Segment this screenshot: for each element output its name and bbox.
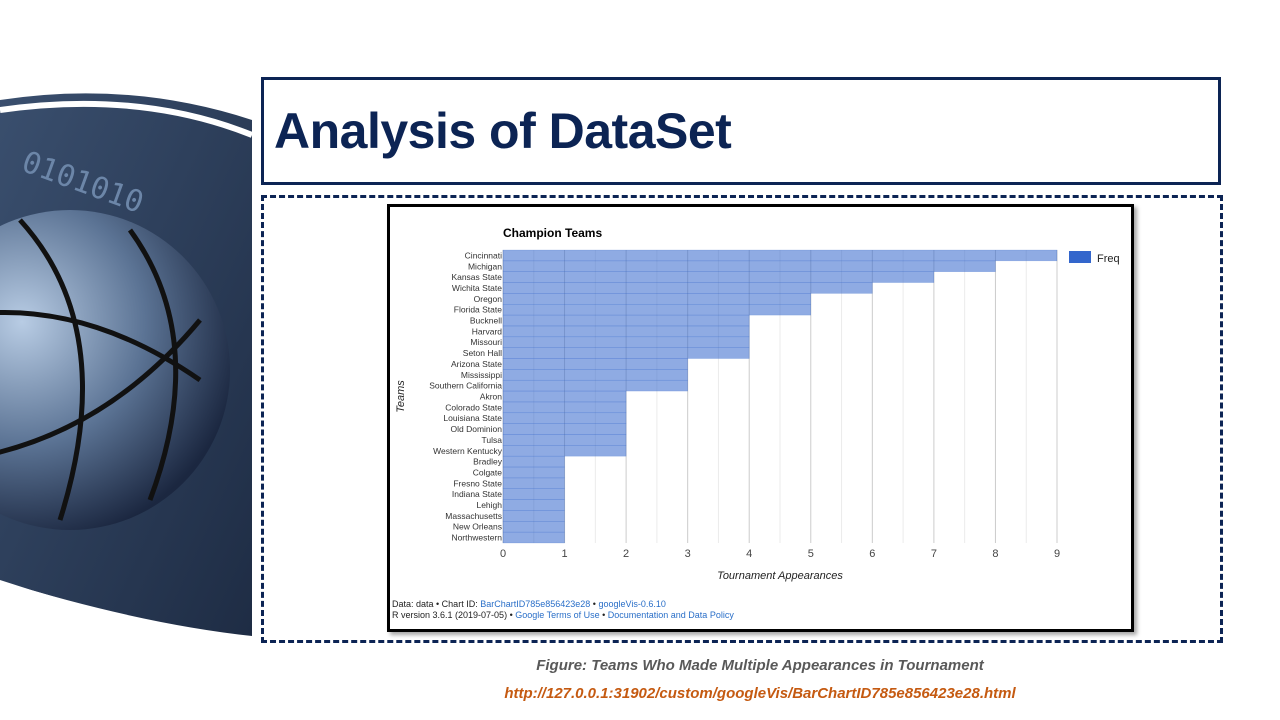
bar (502, 358, 688, 370)
footer-sep: • (590, 599, 599, 609)
y-tick-label: Colgate (473, 467, 503, 477)
bar (502, 488, 565, 500)
x-tick-label: 1 (561, 548, 567, 560)
terms-link[interactable]: Google Terms of Use (515, 610, 600, 620)
bar (502, 423, 627, 435)
googlevis-link[interactable]: googleVis-0.6.10 (598, 599, 666, 609)
y-tick-label: Arizona State (451, 359, 502, 369)
y-tick-label: Oregon (474, 294, 503, 304)
x-tick-label: 6 (869, 548, 875, 560)
x-tick-label: 2 (623, 548, 629, 560)
y-tick-label: Lehigh (476, 500, 502, 510)
y-tick-label: Michigan (468, 261, 502, 271)
bar (502, 271, 935, 283)
bar (502, 260, 996, 272)
bar (502, 282, 873, 294)
footer-data-text: Data: data • Chart ID: (392, 599, 481, 609)
bar (502, 455, 565, 468)
y-tick-label: Indiana State (452, 489, 502, 499)
y-tick-label: Western Kentucky (433, 446, 503, 456)
y-tick-label: Colorado State (445, 402, 502, 412)
y-tick-label: Southern California (429, 381, 502, 391)
footer-rversion-text: R version 3.6.1 (2019-07-05) • (392, 610, 516, 620)
bars-layer (502, 249, 1058, 544)
slide-title: Analysis of DataSet (274, 103, 732, 159)
y-axis-title: Teams (395, 380, 407, 413)
chart-id-link[interactable]: BarChartID785e856423e28 (480, 599, 591, 609)
chart-footer-line2: R version 3.6.1 (2019-07-05) • Google Te… (392, 610, 734, 620)
y-tick-label: Harvard (472, 326, 503, 336)
bar (502, 304, 812, 316)
y-tick-label: Bradley (473, 457, 503, 467)
chart-footer-line1: Data: data • Chart ID: BarChartID785e856… (392, 599, 666, 609)
x-tick-label: 5 (808, 548, 814, 560)
bar (502, 434, 627, 446)
bar (502, 347, 750, 359)
y-tick-label: Kansas State (451, 272, 502, 282)
bar (502, 293, 812, 305)
x-tick-label: 7 (931, 548, 937, 560)
y-tick-label: New Orleans (453, 522, 502, 532)
y-tick-label: Akron (480, 392, 502, 402)
y-tick-label: Florida State (454, 305, 502, 315)
bar (502, 379, 688, 392)
bar (502, 249, 1058, 262)
bar (502, 401, 627, 414)
x-tick-label: 9 (1054, 548, 1060, 560)
y-tick-label: Tulsa (482, 435, 503, 445)
y-tick-label: Wichita State (452, 283, 502, 293)
y-tick-label: Mississippi (461, 370, 502, 380)
bar (502, 390, 627, 403)
bar (502, 477, 565, 489)
bar (502, 510, 565, 522)
bar (502, 466, 565, 479)
x-axis-title: Tournament Appearances (717, 570, 843, 582)
content-box (261, 195, 1223, 643)
x-tick-label: 4 (746, 548, 752, 560)
bar (502, 336, 750, 348)
legend-swatch (1069, 251, 1091, 263)
y-tick-label: Cincinnati (465, 250, 502, 260)
title-box: Analysis of DataSet (261, 77, 1221, 185)
y-tick-label: Seton Hall (463, 348, 502, 358)
bar (502, 314, 750, 327)
bar (502, 521, 565, 533)
bar (502, 531, 565, 544)
y-tick-label: Missouri (470, 337, 502, 347)
figure-caption: Figure: Teams Who Made Multiple Appearan… (536, 657, 984, 674)
y-tick-label: Northwestern (451, 533, 502, 543)
y-tick-label: Old Dominion (451, 424, 503, 434)
y-tick-label: Bucknell (470, 316, 502, 326)
bar (502, 412, 627, 424)
bar (502, 369, 688, 381)
y-tick-label: Massachusetts (445, 511, 502, 521)
chart-title: Champion Teams (503, 226, 602, 240)
bar (502, 445, 627, 457)
bar (502, 499, 565, 511)
policy-link[interactable]: Documentation and Data Policy (607, 610, 734, 620)
x-tick-label: 8 (992, 548, 998, 560)
x-tick-label: 3 (685, 548, 691, 560)
footer-sep: • (599, 610, 608, 620)
chart-frame: Champion Teams Teams Tournament Appearan… (387, 204, 1134, 632)
y-tick-label: Louisiana State (443, 413, 502, 423)
bar-chart: Champion Teams Teams Tournament Appearan… (395, 226, 1120, 582)
figure-url[interactable]: http://127.0.0.1:31902/custom/googleVis/… (504, 685, 1016, 702)
bar (502, 325, 750, 338)
y-tick-label: Fresno State (453, 478, 502, 488)
legend-label: Freq (1097, 253, 1120, 265)
basketball-art: 0101010 1011 (0, 93, 252, 644)
x-tick-label: 0 (500, 548, 506, 560)
